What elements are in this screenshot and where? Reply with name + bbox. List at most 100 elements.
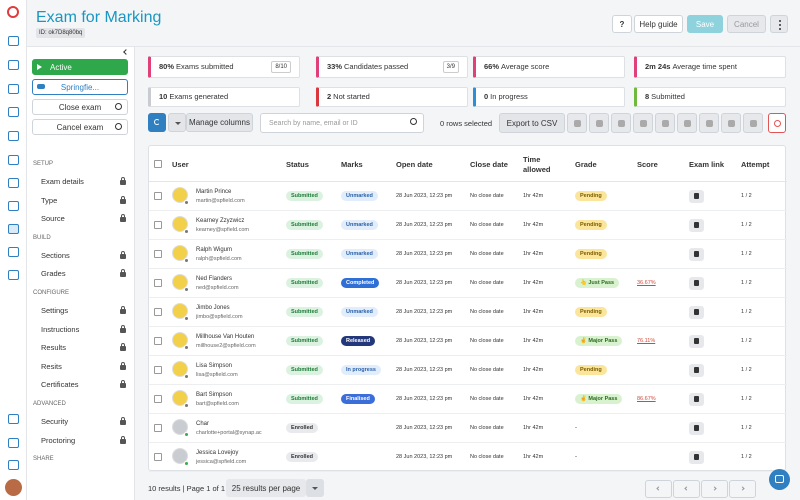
exam-link-button[interactable] xyxy=(689,306,704,319)
exam-link-button[interactable] xyxy=(689,190,704,203)
nav-icon[interactable] xyxy=(8,414,19,424)
row-checkbox[interactable] xyxy=(154,395,162,403)
header-checkbox[interactable] xyxy=(154,160,162,168)
nav-icon[interactable] xyxy=(8,224,19,234)
column-header[interactable]: User xyxy=(172,160,189,169)
nav-item[interactable]: Proctoring xyxy=(41,435,76,445)
score-link[interactable]: 86.67% xyxy=(637,396,656,402)
presence-dot xyxy=(184,287,189,292)
export-button[interactable]: Export to CSV xyxy=(499,113,565,133)
nav-item[interactable]: Grades xyxy=(41,269,66,279)
nav-icon[interactable] xyxy=(8,84,19,94)
nav-item[interactable]: Security xyxy=(41,417,69,426)
nav-item[interactable]: Type xyxy=(41,195,58,205)
row-checkbox[interactable] xyxy=(154,250,162,258)
chat-button[interactable] xyxy=(769,469,790,490)
bulk-action-button[interactable] xyxy=(633,113,653,133)
column-header[interactable]: Grade xyxy=(575,160,597,169)
status-button[interactable]: Active xyxy=(32,59,128,75)
menu-button[interactable] xyxy=(770,15,788,33)
nav-icon[interactable] xyxy=(8,36,19,46)
nav-item[interactable]: Exam details xyxy=(41,177,84,186)
chevron xyxy=(740,486,745,491)
cancel-button[interactable]: Cancel xyxy=(727,15,766,33)
row-checkbox[interactable] xyxy=(154,221,162,229)
pagination-button[interactable] xyxy=(701,480,728,498)
columns-dropdown[interactable] xyxy=(168,113,186,132)
pagination-button[interactable] xyxy=(645,480,672,498)
row-checkbox[interactable] xyxy=(154,279,162,287)
bulk-action-button[interactable] xyxy=(589,113,609,133)
nav-icon[interactable] xyxy=(8,155,19,165)
row-checkbox[interactable] xyxy=(154,453,162,461)
delete-button[interactable] xyxy=(768,113,786,133)
column-header[interactable]: Open date xyxy=(396,160,433,169)
bulk-action-button[interactable] xyxy=(567,113,587,133)
row-checkbox[interactable] xyxy=(154,366,162,374)
nav-icon[interactable] xyxy=(8,60,19,70)
bulk-action-button[interactable] xyxy=(743,113,763,133)
stat-card: 33% Candidates passed 3/9 xyxy=(316,56,468,78)
column-header[interactable]: Attempt xyxy=(741,160,770,169)
row-checkbox[interactable] xyxy=(154,337,162,345)
row-checkbox[interactable] xyxy=(154,308,162,316)
action-icon xyxy=(618,120,625,127)
exam-link-button[interactable] xyxy=(689,335,704,348)
nav-item[interactable]: Sections xyxy=(41,250,70,260)
exam-link-button[interactable] xyxy=(689,248,704,261)
exam-link-button[interactable] xyxy=(689,422,704,435)
column-header[interactable]: Marks xyxy=(341,160,363,169)
bulk-action-button[interactable] xyxy=(677,113,697,133)
nav-item[interactable]: Certificates xyxy=(41,380,79,390)
score-link[interactable]: 36.67% xyxy=(637,280,656,286)
close-exam-button[interactable]: Close exam xyxy=(32,99,128,115)
row-checkbox[interactable] xyxy=(154,192,162,200)
avatar[interactable] xyxy=(5,479,22,496)
school-button[interactable]: Springfie... xyxy=(32,79,128,95)
exam-link-button[interactable] xyxy=(689,277,704,290)
nav-icon[interactable] xyxy=(8,438,19,448)
save-button[interactable]: Save xyxy=(687,15,723,33)
nav-icon[interactable] xyxy=(8,178,19,188)
row-checkbox[interactable] xyxy=(154,424,162,432)
nav-icon[interactable] xyxy=(8,107,19,117)
nav-item[interactable]: Results xyxy=(41,343,67,353)
nav-icon[interactable] xyxy=(8,201,19,211)
exam-link-button[interactable] xyxy=(689,364,704,377)
pagination-button[interactable] xyxy=(673,480,700,498)
stat-text: 10 Exams generated xyxy=(159,92,228,102)
per-page-select[interactable]: 25 results per page xyxy=(226,479,306,497)
manage-columns-button[interactable]: Manage columns xyxy=(186,113,253,132)
marks-badge: Unmarked xyxy=(341,249,378,259)
collapse-arrow[interactable] xyxy=(123,49,129,55)
exam-link-button[interactable] xyxy=(689,219,704,232)
exam-link-button[interactable] xyxy=(689,393,704,406)
help-icon-button[interactable]: ? xyxy=(612,15,632,33)
column-header[interactable]: Close date xyxy=(470,160,508,169)
nav-icon[interactable] xyxy=(8,247,19,257)
search-input[interactable]: Search by name, email or ID xyxy=(260,113,424,133)
bulk-action-button[interactable] xyxy=(655,113,675,133)
help-button[interactable]: Help guide xyxy=(634,15,683,33)
column-header[interactable]: Time allowed xyxy=(523,155,551,174)
refresh-button[interactable] xyxy=(148,113,166,132)
nav-icon[interactable] xyxy=(8,270,19,280)
bulk-action-button[interactable] xyxy=(721,113,741,133)
bulk-action-button[interactable] xyxy=(699,113,719,133)
nav-icon[interactable] xyxy=(8,460,19,470)
lock-icon xyxy=(120,306,126,314)
pagination-button[interactable] xyxy=(729,480,756,498)
bulk-action-button[interactable] xyxy=(611,113,631,133)
nav-icon[interactable] xyxy=(8,131,19,141)
exam-link-button[interactable] xyxy=(689,451,704,464)
column-header[interactable]: Exam link xyxy=(689,160,725,169)
column-header[interactable]: Score xyxy=(637,160,658,169)
per-page-caret[interactable] xyxy=(306,479,324,497)
nav-item[interactable]: Source xyxy=(41,214,65,224)
nav-item[interactable]: Settings xyxy=(41,306,69,315)
nav-item[interactable]: Instructions xyxy=(41,324,80,334)
score-link[interactable]: 76.11% xyxy=(637,338,656,344)
cancel-exam-button[interactable]: Cancel exam xyxy=(32,119,128,135)
column-header[interactable]: Status xyxy=(286,160,309,169)
nav-item[interactable]: Resits xyxy=(41,361,62,371)
